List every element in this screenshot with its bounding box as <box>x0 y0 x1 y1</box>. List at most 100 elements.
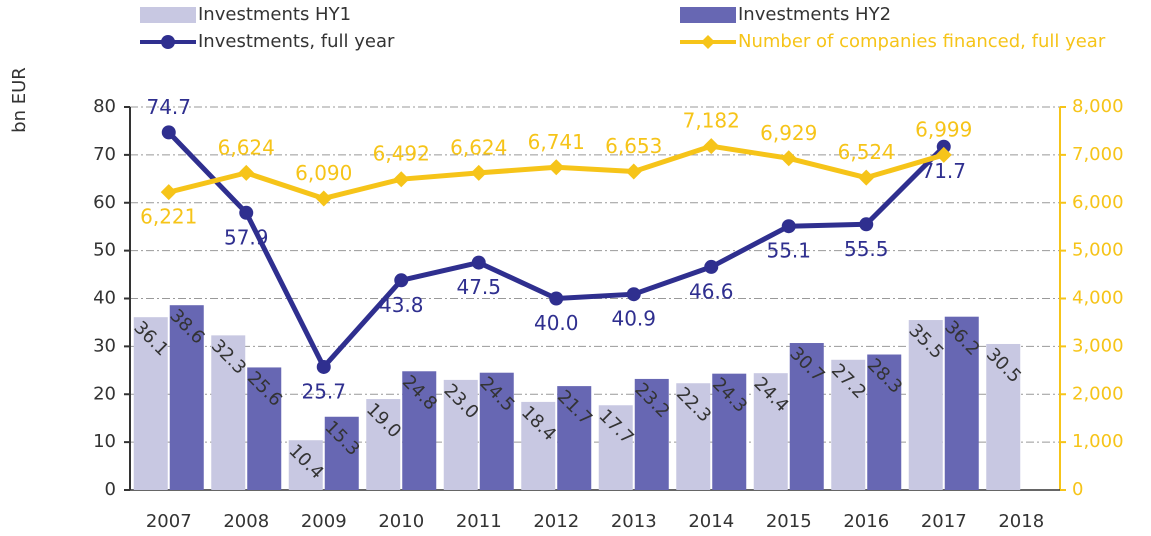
y2-tick-label: 2,000 <box>1072 383 1124 404</box>
line-value-label: 55.5 <box>844 237 889 261</box>
line-value-label: 6,999 <box>915 117 972 141</box>
marker <box>239 205 254 220</box>
x-tick-label: 2016 <box>843 511 889 532</box>
line-value-label: 6,741 <box>528 130 585 154</box>
marker <box>858 169 875 186</box>
bar <box>986 343 1021 490</box>
x-tick-label: 2013 <box>611 511 657 532</box>
y2-tick-label: 1,000 <box>1072 431 1124 452</box>
line-value-label: 6,524 <box>838 140 895 164</box>
x-tick-label: 2012 <box>533 511 579 532</box>
line-value-label: 46.6 <box>689 279 734 303</box>
marker <box>238 164 255 181</box>
line-value-label: 6,653 <box>605 134 662 158</box>
y-tick-label: 10 <box>93 431 116 452</box>
marker <box>470 164 487 181</box>
line-value-label: 57.9 <box>224 225 269 249</box>
marker <box>859 217 874 232</box>
bar <box>753 373 788 490</box>
bar <box>831 359 866 490</box>
line-value-label: 74.7 <box>146 95 191 119</box>
line-value-label: 55.1 <box>766 239 811 263</box>
marker <box>471 255 486 270</box>
y-axis-label: bn EUR <box>9 67 30 133</box>
x-tick-label: 2007 <box>146 511 192 532</box>
line-value-label: 6,221 <box>140 205 197 229</box>
bar <box>944 316 979 490</box>
bar <box>288 440 323 490</box>
marker <box>781 219 796 234</box>
bar <box>598 405 633 490</box>
marker <box>704 259 719 274</box>
x-tick-label: 2018 <box>998 511 1044 532</box>
marker <box>161 125 176 140</box>
bar <box>867 354 902 490</box>
legend-label: Investments, full year <box>198 31 395 52</box>
marker <box>316 359 331 374</box>
marker <box>315 190 332 207</box>
y-tick-label: 40 <box>93 288 116 309</box>
marker <box>549 291 564 306</box>
y2-tick-label: 5,000 <box>1072 240 1124 261</box>
marker <box>935 146 952 163</box>
line-value-label: 47.5 <box>456 275 501 299</box>
marker <box>393 171 410 188</box>
line-value-label: 40.0 <box>534 311 579 335</box>
marker <box>936 139 951 154</box>
x-tick-label: 2009 <box>301 511 347 532</box>
bar <box>908 320 943 490</box>
bar <box>366 399 401 490</box>
x-tick-label: 2008 <box>223 511 269 532</box>
bar <box>211 335 246 490</box>
bar <box>133 317 168 490</box>
y-tick-label: 0 <box>105 479 116 500</box>
bar <box>479 372 514 490</box>
y2-tick-label: 6,000 <box>1072 192 1124 213</box>
line-value-label: 6,624 <box>450 135 507 159</box>
marker <box>625 163 642 180</box>
bar <box>676 383 711 490</box>
bar <box>169 305 204 490</box>
y2-tick-label: 4,000 <box>1072 288 1124 309</box>
line-value-label: 40.9 <box>611 307 656 331</box>
bar <box>247 367 282 490</box>
y-tick-label: 50 <box>93 240 116 261</box>
y2-tick-label: 0 <box>1072 479 1083 500</box>
y2-tick-label: 7,000 <box>1072 144 1124 165</box>
bar <box>324 416 359 490</box>
x-tick-label: 2017 <box>921 511 967 532</box>
bar <box>634 378 669 490</box>
marker <box>780 150 797 167</box>
marker <box>394 273 409 288</box>
line-value-label: 6,624 <box>218 135 275 159</box>
marker <box>160 184 177 201</box>
legend-label: Investments HY1 <box>198 4 351 25</box>
line-value-label: 71.7 <box>921 159 966 183</box>
line-value-label: 7,182 <box>683 109 740 133</box>
legend-label: Number of companies financed, full year <box>738 31 1106 52</box>
y-tick-label: 70 <box>93 144 116 165</box>
y2-tick-label: 3,000 <box>1072 335 1124 356</box>
bar <box>402 371 437 490</box>
line-value-label: 43.8 <box>379 293 424 317</box>
x-tick-label: 2010 <box>378 511 424 532</box>
x-tick-label: 2015 <box>766 511 812 532</box>
line-value-label: 6,492 <box>373 142 430 166</box>
y-tick-label: 80 <box>93 96 116 117</box>
y-tick-label: 30 <box>93 335 116 356</box>
legend-marker <box>701 35 715 49</box>
marker <box>703 138 720 155</box>
legend-swatch <box>140 7 196 23</box>
bar <box>521 401 556 490</box>
bar <box>443 379 478 490</box>
bar <box>712 373 747 490</box>
marker <box>548 159 565 176</box>
legend-label: Investments HY2 <box>738 4 891 25</box>
x-tick-label: 2011 <box>456 511 502 532</box>
legend-swatch <box>680 7 736 23</box>
line-value-label: 6,090 <box>295 161 352 185</box>
bar <box>789 343 824 490</box>
y-tick-label: 20 <box>93 383 116 404</box>
line-value-label: 25.7 <box>301 379 346 403</box>
